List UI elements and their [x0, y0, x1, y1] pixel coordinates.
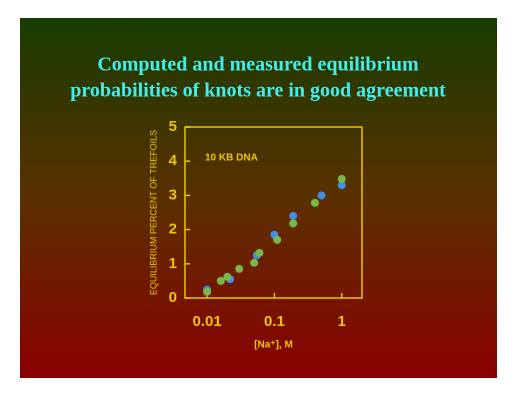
- y-tick-label: 4: [169, 152, 178, 169]
- point: [289, 219, 298, 228]
- x-tick-label: 1: [338, 313, 346, 330]
- x-tick-label: 0.01: [192, 313, 221, 330]
- point: [337, 181, 346, 190]
- point: [317, 191, 326, 200]
- y-tick-label: 3: [169, 186, 177, 203]
- y-tick-label: 2: [169, 221, 177, 238]
- plot-frame: [184, 126, 363, 299]
- point: [223, 272, 232, 281]
- y-tick-label: 5: [169, 118, 177, 135]
- title-line: Computed and measured equilibrium: [97, 54, 419, 76]
- x-tick-label: 0.1: [264, 313, 285, 330]
- annotation: 10 KB DNA: [205, 153, 258, 164]
- point: [250, 258, 259, 267]
- point: [310, 198, 319, 207]
- point: [273, 235, 282, 244]
- point: [255, 248, 264, 257]
- point: [337, 174, 346, 183]
- point: [235, 264, 244, 273]
- y-axis-label: EQUILIBRIUM PERCENT OF TREFOILS: [148, 130, 158, 295]
- point: [289, 211, 298, 220]
- point: [216, 276, 225, 285]
- title-line: probabilities of knots are in good agree…: [70, 80, 446, 102]
- point: [203, 287, 212, 296]
- x-axis-label: [Na⁺], M: [254, 340, 293, 351]
- y-tick-label: 1: [169, 255, 177, 272]
- y-tick-label: 0: [169, 289, 177, 306]
- slide: [20, 18, 497, 378]
